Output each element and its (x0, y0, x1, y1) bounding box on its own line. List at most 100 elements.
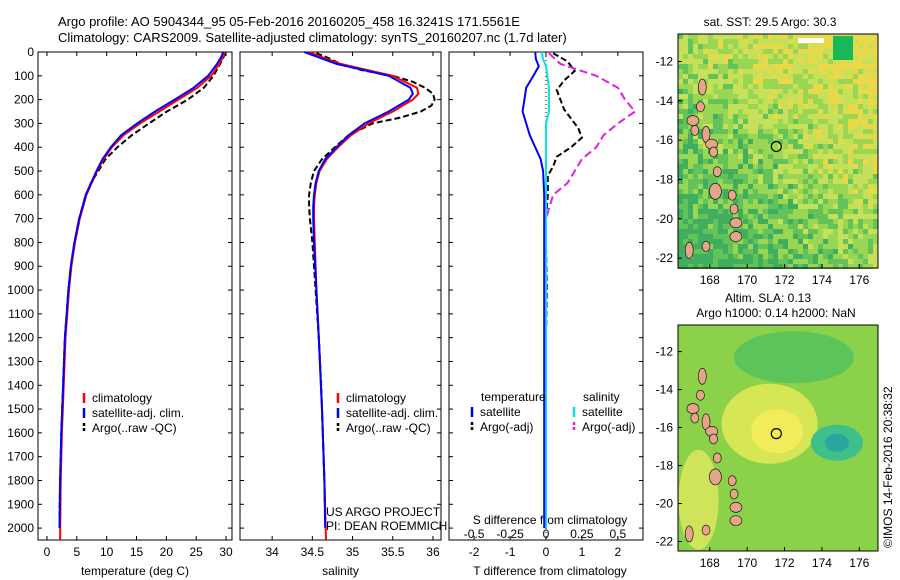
sst-cell (798, 244, 803, 249)
sst-cell (803, 104, 808, 109)
sst-cell (778, 59, 783, 64)
sst-cell (778, 229, 783, 234)
sst-cell (738, 194, 743, 199)
sst-cell (713, 49, 718, 54)
sst-cell (718, 259, 723, 264)
sst-cell (853, 219, 858, 224)
sst-cell (793, 134, 798, 139)
sst-cell (723, 184, 728, 189)
sst-cell (693, 164, 698, 169)
sst-cell (788, 244, 793, 249)
sst-cell (678, 254, 683, 259)
sst-cell (718, 94, 723, 99)
sst-cell (808, 164, 813, 169)
sst-cell (868, 69, 873, 74)
sst-cell (698, 134, 703, 139)
sst-cell (843, 239, 848, 244)
sst-cell (828, 224, 833, 229)
sst-cell (823, 149, 828, 154)
sst-cell (708, 109, 713, 114)
sla-island-shape (697, 367, 707, 385)
sst-cell (753, 254, 758, 259)
sst-cell (843, 184, 848, 189)
sst-cell (863, 89, 868, 94)
sst-cell (853, 199, 858, 204)
sst-cell (858, 264, 863, 269)
sst-cell (808, 249, 813, 254)
sst-cell (758, 89, 763, 94)
sst-cell (788, 74, 793, 79)
sst-cell (868, 239, 873, 244)
sst-cell (713, 109, 718, 114)
sst-cell (748, 139, 753, 144)
sst-cell (758, 199, 763, 204)
sst-cell (813, 204, 818, 209)
temperature-legend-label: satellite-adj. clim. (92, 406, 184, 420)
sst-cell (763, 184, 768, 189)
sst-cell (753, 114, 758, 119)
sst-cell (853, 119, 858, 124)
sst-cell (828, 134, 833, 139)
sst-cell (708, 69, 713, 74)
sst-cell (758, 59, 763, 64)
sst-cell (748, 89, 753, 94)
sst-cell (678, 234, 683, 239)
sst-cell (798, 189, 803, 194)
sst-cell (728, 104, 733, 109)
sst-cell (758, 184, 763, 189)
sst-cell (688, 124, 693, 129)
sst-cell (688, 209, 693, 214)
depth-tick-label: 100 (14, 69, 34, 83)
sst-cell (728, 79, 733, 84)
sst-cell (758, 149, 763, 154)
sst-cell (798, 204, 803, 209)
salinity-x-tick-label: 35.5 (381, 545, 405, 559)
sst-cell (778, 159, 783, 164)
sst-cell (838, 69, 843, 74)
sst-cell (863, 114, 868, 119)
sst-cell (808, 124, 813, 129)
sst-cell (818, 254, 823, 259)
sst-cell (773, 204, 778, 209)
sst-cell (803, 59, 808, 64)
sst-cell (678, 124, 683, 129)
sst-cell (773, 224, 778, 229)
sst-cell (858, 239, 863, 244)
sst-cell (868, 184, 873, 189)
sst-cell (788, 124, 793, 129)
sst-cell (743, 244, 748, 249)
sst-warm-patch (833, 36, 853, 60)
sst-cell (828, 59, 833, 64)
sst-cell (733, 59, 738, 64)
sst-cell (863, 199, 868, 204)
sst-cell (718, 134, 723, 139)
sst-cell (868, 174, 873, 179)
sst-cell (803, 209, 808, 214)
sst-cell (793, 69, 798, 74)
sst-cell (728, 64, 733, 69)
sst-cell (698, 219, 703, 224)
sst-cell (788, 189, 793, 194)
sst-cell (763, 64, 768, 69)
sst-cell (683, 54, 688, 59)
sst-cell (818, 229, 823, 234)
sst-cell (843, 214, 848, 219)
sst-cell (848, 129, 853, 134)
sst-cell (678, 99, 683, 104)
sst-cell (758, 219, 763, 224)
sst-cell (823, 189, 828, 194)
sst-cell (833, 109, 838, 114)
sst-cell (763, 139, 768, 144)
sst-cell (753, 234, 758, 239)
sst-cell (773, 39, 778, 44)
sst-cell (683, 139, 688, 144)
sst-cell (843, 169, 848, 174)
sst-cell (703, 204, 708, 209)
sst-cell (788, 254, 793, 259)
sst-cell (733, 114, 738, 119)
sst-cell (773, 44, 778, 49)
sst-cell (783, 44, 788, 49)
sst-cell (793, 239, 798, 244)
sst-cell (783, 139, 788, 144)
sst-cell (718, 149, 723, 154)
